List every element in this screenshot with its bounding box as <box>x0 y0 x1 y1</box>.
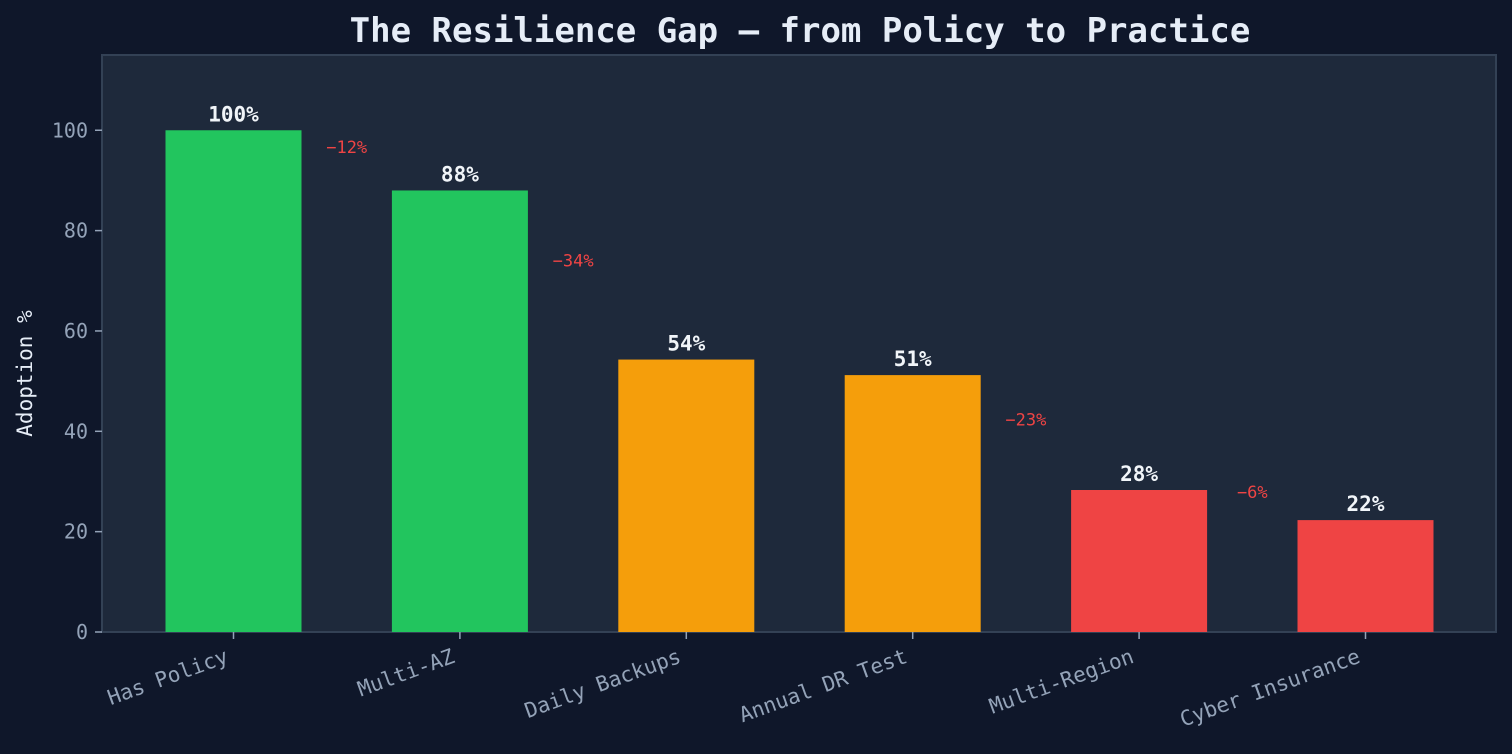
gap-annotation: −12% <box>326 138 367 158</box>
bar-daily-backups <box>618 359 755 632</box>
gap-annotation: −34% <box>553 252 594 272</box>
x-tick-label: Annual DR Test <box>736 644 911 727</box>
data-label: 22% <box>1347 492 1385 516</box>
data-label: 100% <box>208 102 259 126</box>
bar-annual-dr-test <box>844 375 981 632</box>
gap-annotation: −23% <box>1005 410 1046 430</box>
x-tick-label: Multi-AZ <box>354 644 457 701</box>
data-label: 88% <box>441 162 479 186</box>
y-tick-label: 40 <box>64 419 88 443</box>
data-label: 28% <box>1120 462 1158 486</box>
y-tick-label: 0 <box>76 620 88 644</box>
y-tick-label: 100 <box>52 118 88 142</box>
chart-title: The Resilience Gap — from Policy to Prac… <box>350 11 1251 51</box>
plot-area <box>101 54 1497 633</box>
gap-annotation: −6% <box>1237 483 1268 503</box>
y-axis-label: Adoption % <box>13 310 37 437</box>
x-tick-label: Cyber Insurance <box>1177 644 1363 731</box>
bar-multi-region <box>1071 490 1208 632</box>
data-label: 54% <box>667 332 705 356</box>
bar-has-policy <box>165 130 302 632</box>
x-tick-label: Multi-Region <box>986 644 1137 718</box>
x-tick-label: Has Policy <box>104 644 231 710</box>
x-tick-label: Daily Backups <box>521 644 684 723</box>
bar-cyber-insurance <box>1297 520 1434 632</box>
y-tick-label: 20 <box>64 520 88 544</box>
data-label: 51% <box>894 347 932 371</box>
y-tick-label: 60 <box>64 319 88 343</box>
bar-multi-az <box>391 190 528 633</box>
y-tick-label: 80 <box>64 219 88 243</box>
